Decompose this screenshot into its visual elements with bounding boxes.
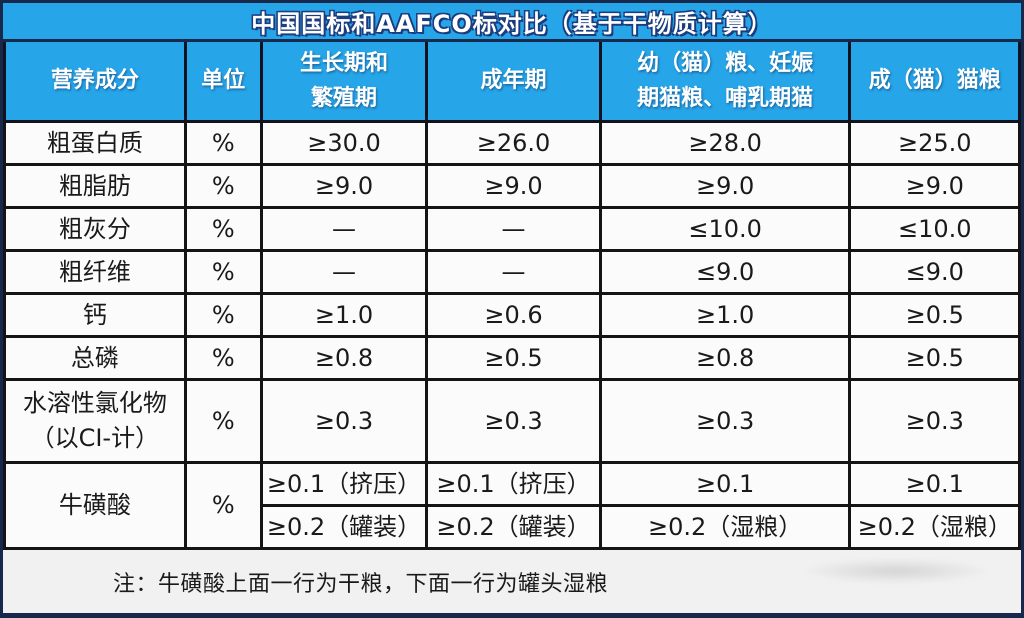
value-cell: ≥0.8 xyxy=(598,335,852,381)
value-cell: ≥0.8 xyxy=(259,335,429,381)
row-label: 粗蛋白质 xyxy=(3,120,187,166)
value-cell: ≤9.0 xyxy=(598,249,852,295)
value-cell: ≤10.0 xyxy=(598,206,852,252)
nutrition-comparison-table: 营养成分 单位 生长期和 繁殖期 成年期 幼（猫）粮、妊娠 期猫粮、哺乳期猫 成… xyxy=(3,42,1021,550)
faded-watermark xyxy=(801,558,991,584)
value-cell: ≥0.2（湿粮） xyxy=(848,504,1021,550)
value-cell: ≥9.0 xyxy=(848,163,1021,209)
footnote-bar: 注：牛磺酸上面一行为干粮，下面一行为罐头湿粮 xyxy=(3,550,1021,613)
value-cell: ≥9.0 xyxy=(425,163,602,209)
value-cell: ≥1.0 xyxy=(259,292,429,338)
value-cell: ≥0.2（罐装） xyxy=(259,504,429,550)
value-cell: ≥0.1（挤压） xyxy=(259,461,429,507)
row-label: 水溶性氯化物 （以CI-计） xyxy=(3,378,187,464)
header-adult: 成年期 xyxy=(425,42,602,123)
value-cell: ≥0.1 xyxy=(598,461,852,507)
value-cell: — xyxy=(259,249,429,295)
table-title-bar: 中国国标和AAFCO标对比（基于干物质计算） xyxy=(3,3,1021,42)
row-label: 牛磺酸 xyxy=(3,461,187,550)
value-cell: ≥0.6 xyxy=(425,292,602,338)
table-row-taurine-wet: ≥0.2（罐装） ≥0.2（罐装） ≥0.2（湿粮） ≥0.2（湿粮） xyxy=(5,504,1021,550)
table-row-total-phosphorus: 总磷 % ≥0.8 ≥0.5 ≥0.8 ≥0.5 xyxy=(3,335,1021,381)
value-cell: ≥0.3 xyxy=(848,378,1021,464)
unit-cell: % xyxy=(183,206,263,252)
unit-cell: % xyxy=(183,292,263,338)
value-cell: ≥0.3 xyxy=(598,378,852,464)
row-label: 粗纤维 xyxy=(3,249,187,295)
row-label: 粗脂肪 xyxy=(3,163,187,209)
table-row-crude-fat: 粗脂肪 % ≥9.0 ≥9.0 ≥9.0 ≥9.0 xyxy=(3,163,1021,209)
header-growth-repro: 生长期和 繁殖期 xyxy=(259,42,429,123)
value-cell: ≤9.0 xyxy=(848,249,1021,295)
unit-cell: % xyxy=(183,461,263,550)
table-row-crude-ash: 粗灰分 % — — ≤10.0 ≤10.0 xyxy=(3,206,1021,252)
row-label: 粗灰分 xyxy=(3,206,187,252)
value-cell: ≥0.5 xyxy=(425,335,602,381)
value-cell: ≥0.5 xyxy=(848,292,1021,338)
footnote-text: 注：牛磺酸上面一行为干粮，下面一行为罐头湿粮 xyxy=(113,571,609,597)
value-cell: ≥9.0 xyxy=(598,163,852,209)
row-label: 总磷 xyxy=(3,335,187,381)
value-cell: ≥9.0 xyxy=(259,163,429,209)
header-kitten-gestation: 幼（猫）粮、妊娠 期猫粮、哺乳期猫 xyxy=(598,42,852,123)
unit-cell: % xyxy=(183,120,263,166)
table-row-taurine-dry: 牛磺酸 % ≥0.1（挤压） ≥0.1（挤压） ≥0.1 ≥0.1 xyxy=(3,461,1021,550)
header-nutrient: 营养成分 xyxy=(3,42,187,123)
header-unit: 单位 xyxy=(183,42,263,123)
unit-cell: % xyxy=(183,378,263,464)
table-row-crude-fiber: 粗纤维 % — — ≤9.0 ≤9.0 xyxy=(3,249,1021,295)
header-row: 营养成分 单位 生长期和 繁殖期 成年期 幼（猫）粮、妊娠 期猫粮、哺乳期猫 成… xyxy=(3,42,1021,123)
row-label: 钙 xyxy=(3,292,187,338)
value-cell: ≥0.5 xyxy=(848,335,1021,381)
value-cell: — xyxy=(425,206,602,252)
value-cell: ≥26.0 xyxy=(425,120,602,166)
value-cell: ≥0.3 xyxy=(425,378,602,464)
unit-cell: % xyxy=(183,335,263,381)
unit-cell: % xyxy=(183,249,263,295)
value-cell: ≥0.1（挤压） xyxy=(425,461,602,507)
value-cell: ≥25.0 xyxy=(848,120,1021,166)
table-row-water-soluble-chloride: 水溶性氯化物 （以CI-计） % ≥0.3 ≥0.3 ≥0.3 ≥0.3 xyxy=(3,378,1021,464)
table-row-calcium: 钙 % ≥1.0 ≥0.6 ≥1.0 ≥0.5 xyxy=(3,292,1021,338)
table-row-crude-protein: 粗蛋白质 % ≥30.0 ≥26.0 ≥28.0 ≥25.0 xyxy=(3,120,1021,166)
value-cell: — xyxy=(425,249,602,295)
value-cell: ≥0.2（罐装） xyxy=(425,504,602,550)
value-cell: ≥0.2（湿粮） xyxy=(598,504,852,550)
value-cell: ≥0.3 xyxy=(259,378,429,464)
value-cell: ≤10.0 xyxy=(848,206,1021,252)
table-title: 中国国标和AAFCO标对比（基于干物质计算） xyxy=(251,9,773,38)
value-cell: ≥30.0 xyxy=(259,120,429,166)
unit-cell: % xyxy=(183,163,263,209)
value-cell: — xyxy=(259,206,429,252)
value-cell: ≥28.0 xyxy=(598,120,852,166)
value-cell: ≥1.0 xyxy=(598,292,852,338)
header-adult-cat-food: 成（猫）猫粮 xyxy=(848,42,1021,123)
value-cell: ≥0.1 xyxy=(848,461,1021,507)
